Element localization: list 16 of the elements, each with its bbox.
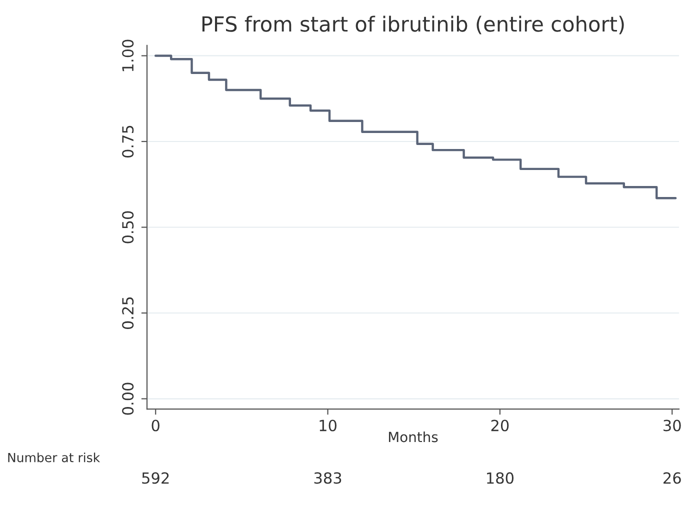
y-tick-label: 0.00 — [122, 382, 134, 415]
y-tick-label: 0.50 — [122, 211, 134, 244]
x-axis-title: Months — [388, 431, 438, 442]
text: 26 — [664, 472, 681, 484]
x-tick-label: 10 — [320, 420, 336, 432]
y-tick-label: 0.25 — [122, 297, 134, 330]
y-tick-label: 0.75 — [122, 126, 134, 158]
x-tick-label: 30 — [664, 420, 681, 432]
y-tick-label: 1.00 — [122, 40, 134, 72]
x-tick-label: 0 — [152, 420, 160, 432]
text: 592 — [142, 472, 169, 484]
text: Number at risk — [8, 452, 100, 462]
text: 383 — [314, 472, 342, 484]
chart-title: PFS from start of ibrutinib (entire cohort) — [202, 16, 624, 34]
x-tick-label: 20 — [491, 420, 509, 432]
text: 180 — [487, 472, 514, 484]
